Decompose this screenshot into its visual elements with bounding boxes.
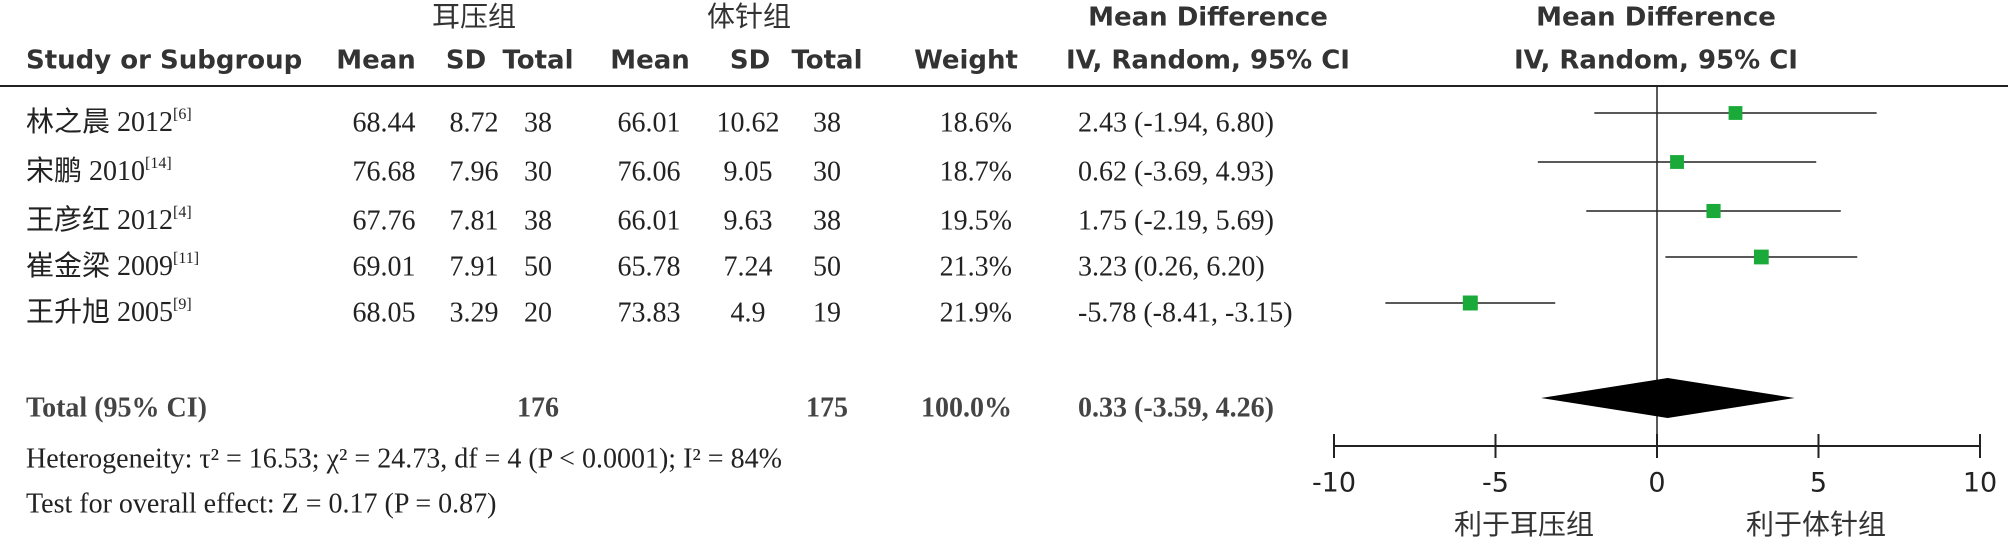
weight: 21.3% <box>940 251 1012 282</box>
x-tick-label: -5 <box>1482 468 1509 499</box>
cell: 68.44 <box>353 107 416 138</box>
effect-header: IV, Random, 95% CI <box>1066 46 1350 76</box>
cell: 7.96 <box>450 156 499 187</box>
study-ref: [11] <box>173 250 199 267</box>
study-ref: [14] <box>145 155 172 172</box>
ci-label: 0.62 (-3.69, 4.93) <box>1078 156 1274 187</box>
weight: 18.7% <box>940 156 1012 187</box>
effect-square <box>1728 106 1743 120</box>
study-name: 林之晨 2012[6] <box>26 106 192 139</box>
effect-header: Mean Difference <box>1088 3 1328 33</box>
column-header: Weight <box>914 46 1018 76</box>
cell: 30 <box>524 156 552 187</box>
total-n2: 175 <box>806 392 848 423</box>
effect-square <box>1753 249 1769 265</box>
group-header: 体针组 <box>707 0 791 33</box>
column-header: Total <box>791 46 862 76</box>
favours-label: 利于体针组 <box>1746 508 1886 541</box>
ci-label: 3.23 (0.26, 6.20) <box>1078 251 1265 282</box>
cell: 50 <box>524 251 552 282</box>
study-label: 宋鹏 2010 <box>26 155 145 187</box>
group-header: 耳压组 <box>432 0 516 33</box>
total-name: Total (95% CI) <box>26 392 207 423</box>
cell: 10.62 <box>717 107 780 138</box>
total-weight: 100.0% <box>921 392 1012 423</box>
study-ref: [9] <box>173 296 192 313</box>
weight: 18.6% <box>940 107 1012 138</box>
cell: 8.72 <box>450 107 499 138</box>
cell: 19 <box>813 297 841 328</box>
ci-label: 2.43 (-1.94, 6.80) <box>1078 107 1274 138</box>
plot-header: IV, Random, 95% CI <box>1514 46 1798 76</box>
cell: 38 <box>813 205 841 236</box>
x-tick-label: 10 <box>1963 468 1997 499</box>
cell: 38 <box>524 205 552 236</box>
weight: 19.5% <box>940 205 1012 236</box>
column-header: SD <box>730 46 770 76</box>
effect-square <box>1462 295 1478 311</box>
cell: 66.01 <box>618 205 681 236</box>
x-tick-label: 0 <box>1648 468 1665 499</box>
favours-label: 利于耳压组 <box>1454 508 1594 541</box>
ci-label: 1.75 (-2.19, 5.69) <box>1078 205 1274 236</box>
cell: 20 <box>524 297 552 328</box>
study-name: 王彦红 2012[4] <box>26 204 192 237</box>
weight: 21.9% <box>940 297 1012 328</box>
overall-effect: Test for overall effect: Z = 0.17 (P = 0… <box>26 488 497 519</box>
cell: 3.29 <box>450 297 499 328</box>
study-label: 王彦红 2012 <box>26 204 173 236</box>
study-label: 王升旭 2005 <box>26 296 173 328</box>
study-label: 崔金梁 2009 <box>26 250 173 282</box>
cell: 38 <box>813 107 841 138</box>
column-header: Study or Subgroup <box>26 46 302 76</box>
cell: 7.81 <box>450 205 499 236</box>
cell: 73.83 <box>618 297 681 328</box>
cell: 7.91 <box>450 251 499 282</box>
ci-label: -5.78 (-8.41, -3.15) <box>1078 297 1293 328</box>
cell: 9.05 <box>724 156 773 187</box>
study-ref: [6] <box>173 106 192 123</box>
column-header: Mean <box>610 46 690 76</box>
pooled-diamond <box>1541 378 1795 418</box>
cell: 30 <box>813 156 841 187</box>
x-tick-label: -10 <box>1312 468 1356 499</box>
column-header: Total <box>502 46 573 76</box>
total-ci: 0.33 (-3.59, 4.26) <box>1078 392 1274 423</box>
cell: 66.01 <box>618 107 681 138</box>
study-name: 宋鹏 2010[14] <box>26 155 172 188</box>
cell: 4.9 <box>731 297 766 328</box>
heterogeneity: Heterogeneity: τ² = 16.53; χ² = 24.73, d… <box>26 443 782 474</box>
effect-square <box>1670 155 1684 169</box>
study-name: 崔金梁 2009[11] <box>26 250 199 283</box>
effect-square <box>1706 203 1721 219</box>
cell: 76.68 <box>353 156 416 187</box>
study-ref: [4] <box>173 204 192 221</box>
cell: 50 <box>813 251 841 282</box>
x-tick-label: 5 <box>1810 468 1827 499</box>
cell: 76.06 <box>618 156 681 187</box>
cell: 65.78 <box>618 251 681 282</box>
study-label: 林之晨 2012 <box>26 106 173 138</box>
cell: 69.01 <box>353 251 416 282</box>
column-header: SD <box>446 46 486 76</box>
cell: 38 <box>524 107 552 138</box>
cell: 7.24 <box>724 251 773 282</box>
plot-header: Mean Difference <box>1536 3 1776 33</box>
column-header: Mean <box>336 46 416 76</box>
cell: 67.76 <box>353 205 416 236</box>
total-n1: 176 <box>517 392 559 423</box>
cell: 9.63 <box>724 205 773 236</box>
study-name: 王升旭 2005[9] <box>26 296 192 329</box>
cell: 68.05 <box>353 297 416 328</box>
